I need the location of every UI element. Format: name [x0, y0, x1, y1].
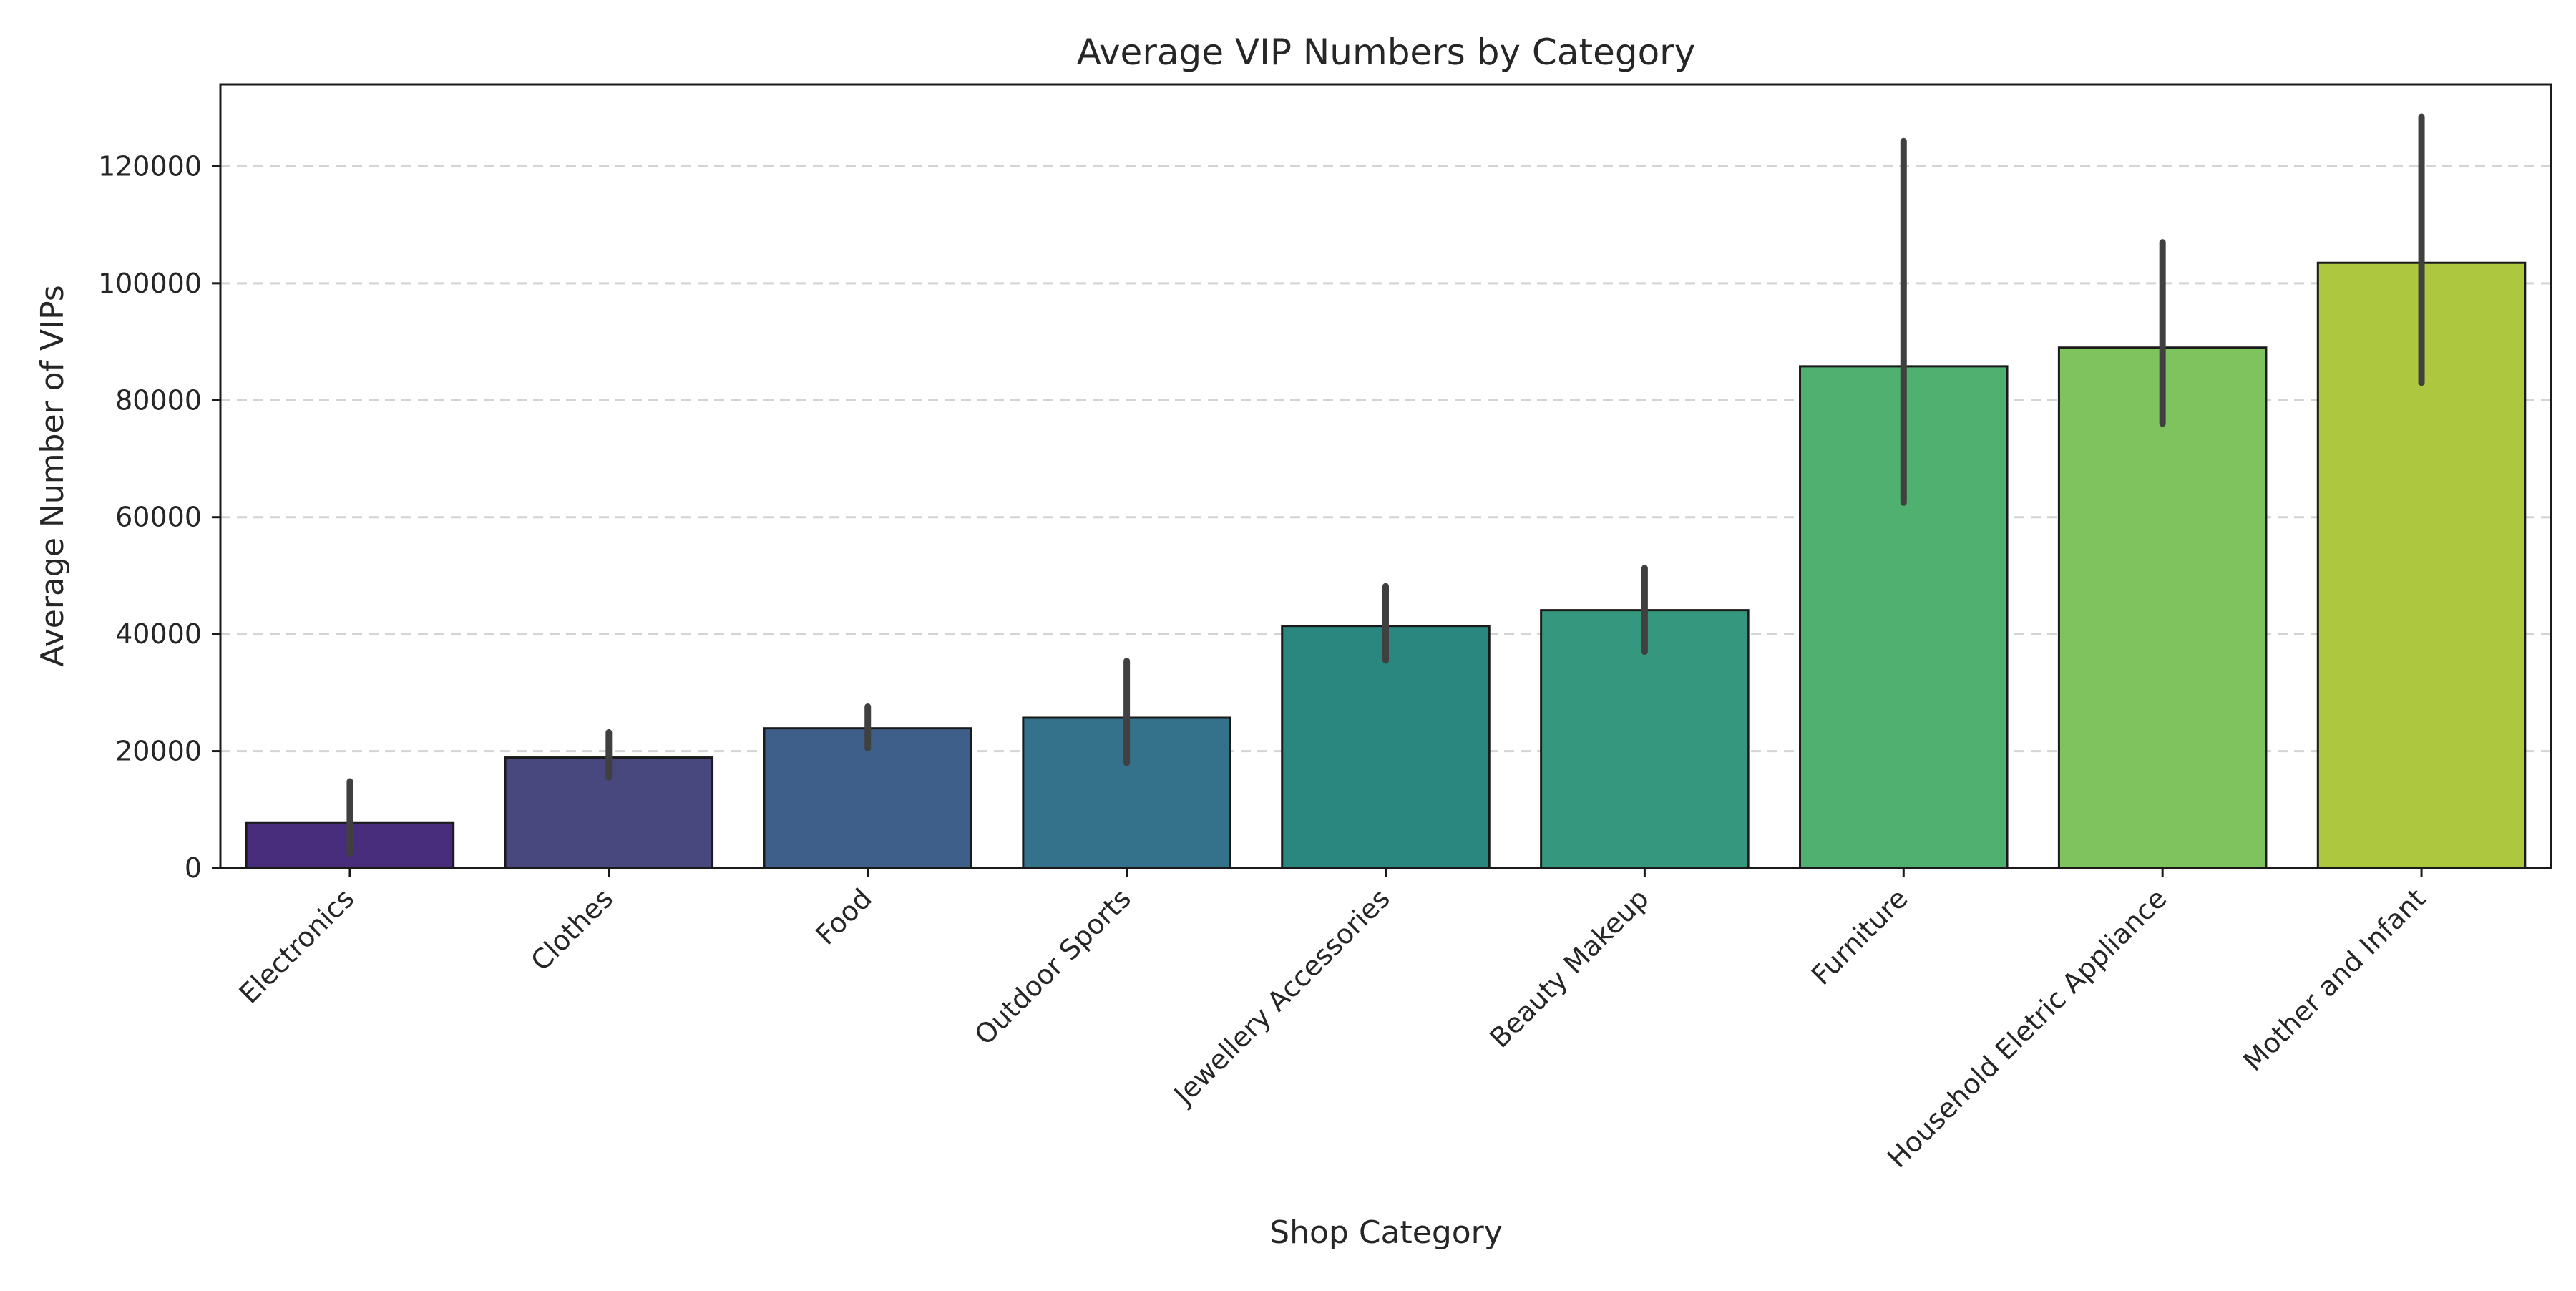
y-tick-label: 80000: [115, 384, 202, 416]
x-axis-ticks: Electronics Clothes Food Outdoor Sports Jewe…: [233, 868, 2431, 1174]
y-axis-label: Average Number of VIPs: [34, 285, 71, 667]
error-bars: [346, 113, 2425, 857]
x-tick-label: Jewellery Accessories: [1167, 882, 1396, 1111]
x-tick-label: Furniture: [1805, 882, 1914, 991]
bars: [245, 261, 2527, 869]
y-tick-label: 0: [185, 852, 202, 884]
y-tick-label: 60000: [115, 502, 202, 533]
x-axis-label: Shop Category: [1269, 1214, 1503, 1251]
x-tick-label: Food: [810, 882, 879, 951]
y-tick-label: 100000: [98, 268, 202, 299]
y-tick-label: 20000: [115, 736, 202, 767]
x-tick-label: Outdoor Sports: [968, 882, 1136, 1051]
y-tick-label: 120000: [98, 150, 202, 182]
chart-title: Average VIP Numbers by Category: [1077, 31, 1696, 73]
x-tick-label: Clothes: [525, 882, 619, 977]
y-axis-ticks: 0 20000 40000 60000 80000 100000 120000: [98, 150, 220, 884]
x-tick-label: Beauty Makeup: [1483, 882, 1654, 1053]
bar-household-eletric-appliance: [2057, 346, 2268, 869]
y-tick-label: 40000: [115, 618, 202, 650]
x-tick-label: Household Eletric Appliance: [1881, 882, 2172, 1174]
x-tick-label: Electronics: [233, 882, 361, 1010]
bar-jewellery-accessories: [1281, 625, 1491, 869]
bar-food: [763, 727, 972, 869]
x-tick-label: Mother and Infant: [2237, 882, 2431, 1077]
